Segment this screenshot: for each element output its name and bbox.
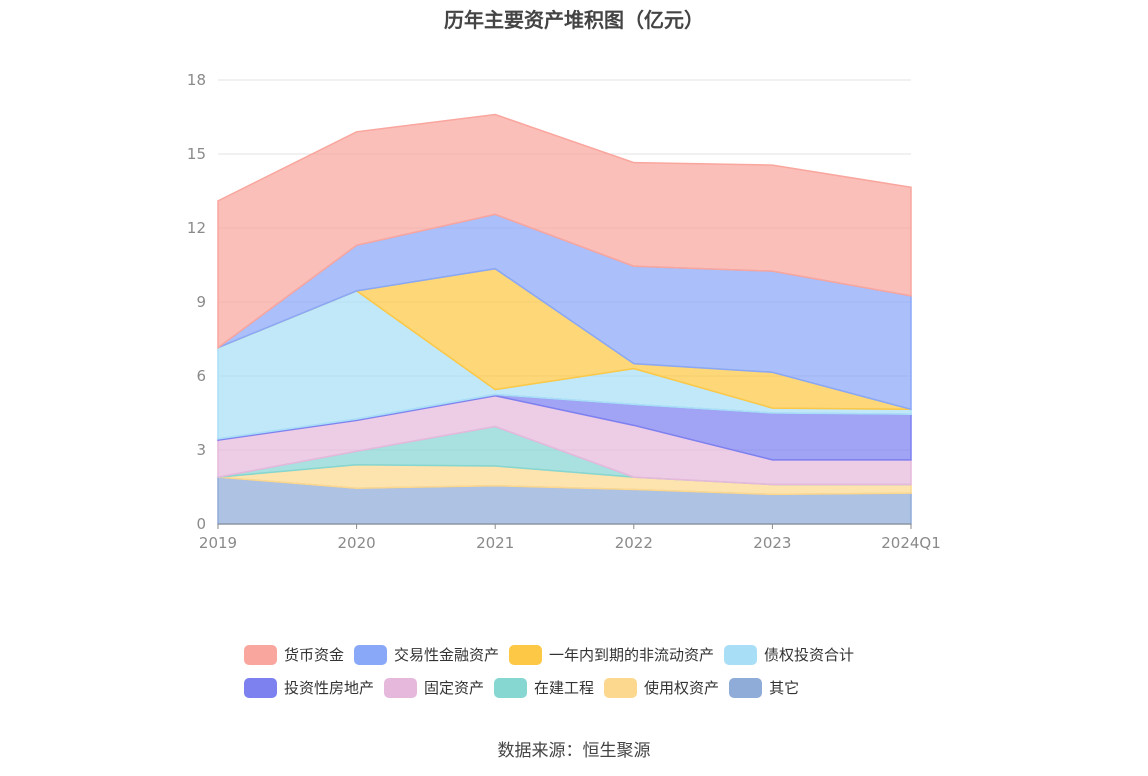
x-tick-label: 2024Q1: [881, 534, 941, 552]
legend-label: 在建工程: [534, 679, 595, 697]
stacked-area-chart: 0 3 6 9 12 15 18 2019 2020 2021 2022 2023 2024Q1: [187, 71, 941, 552]
x-tick-label: 2019: [199, 534, 237, 552]
legend-swatch: [384, 677, 418, 698]
y-tick-label: 15: [187, 145, 206, 163]
legend-label: 一年内到期的非流动资产: [549, 646, 715, 664]
legend-label: 债权投资合计: [764, 646, 855, 664]
legend-item[interactable]: 其它: [729, 677, 799, 698]
x-tick-label: 2023: [753, 534, 791, 552]
area-series: [217, 113, 912, 350]
legend-swatch: [724, 644, 758, 665]
y-tick-label: 9: [196, 293, 206, 311]
legend-item[interactable]: 交易性金融资产: [354, 644, 499, 665]
legend-item[interactable]: 使用权资产: [604, 677, 719, 698]
x-tick-label: 2021: [476, 534, 514, 552]
legend-label: 投资性房地产: [284, 679, 375, 697]
y-tick-label: 18: [187, 71, 206, 89]
legend-row: 投资性房地产 固定资产 在建工程 使用权资产 其它: [244, 671, 924, 704]
source-note: 数据来源：恒生聚源: [497, 741, 651, 761]
legend-label: 使用权资产: [644, 679, 720, 697]
x-tick-label: 2022: [615, 534, 653, 552]
legend-item[interactable]: 投资性房地产: [244, 677, 374, 698]
x-tick-label: 2020: [338, 534, 376, 552]
chart-title: 历年主要资产堆积图（亿元）: [444, 8, 704, 32]
legend-item[interactable]: 债权投资合计: [724, 644, 854, 665]
y-tick-label: 6: [196, 367, 206, 385]
legend-label: 其它: [769, 679, 800, 697]
legend-label: 货币资金: [284, 646, 345, 664]
legend-item[interactable]: 一年内到期的非流动资产: [509, 644, 714, 665]
legend-swatch: [244, 677, 277, 698]
legend-row: 货币资金 交易性金融资产 一年内到期的非流动资产 债权投资合计: [244, 638, 924, 671]
y-tick-label: 0: [196, 515, 206, 533]
legend-item[interactable]: 固定资产: [384, 677, 484, 698]
legend-label: 交易性金融资产: [394, 646, 500, 664]
legend-swatch: [604, 677, 638, 698]
legend-item[interactable]: 货币资金: [244, 644, 344, 665]
legend-label: 固定资产: [424, 679, 485, 697]
legend-swatch: [494, 677, 528, 698]
legend-swatch: [244, 644, 277, 665]
legend-swatch: [729, 677, 763, 698]
legend: 货币资金 交易性金融资产 一年内到期的非流动资产 债权投资合计 投资性房地产 固定资产 在…: [244, 638, 924, 704]
legend-swatch: [509, 644, 543, 665]
legend-swatch: [354, 644, 388, 665]
y-tick-label: 3: [196, 441, 206, 459]
legend-item[interactable]: 在建工程: [494, 677, 594, 698]
y-tick-label: 12: [187, 219, 206, 237]
